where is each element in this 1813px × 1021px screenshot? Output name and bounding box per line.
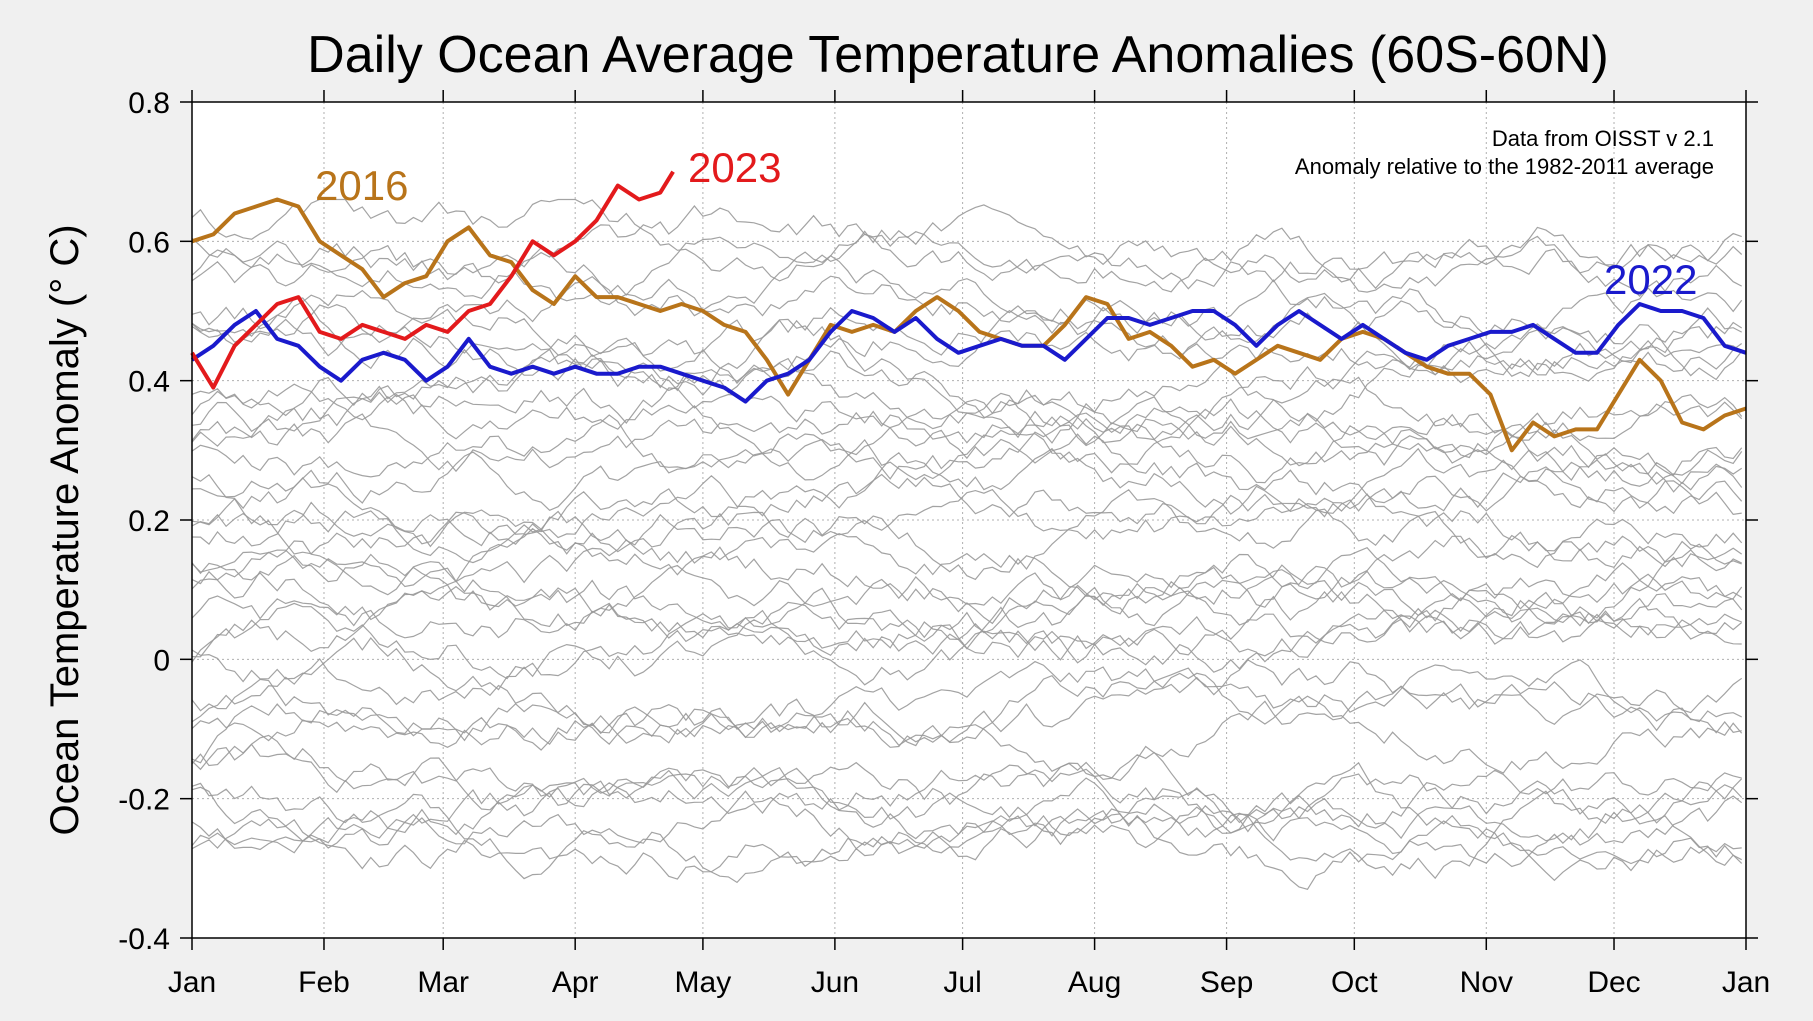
other-year-line <box>191 497 1742 627</box>
x-tick-label: Feb <box>298 966 350 999</box>
other-year-line <box>191 601 1743 692</box>
other-years-lines <box>191 198 1743 890</box>
other-year-line <box>191 473 1743 545</box>
other-year-line <box>191 348 1743 447</box>
other-year-line <box>191 782 1743 880</box>
y-tick-label: 0 <box>153 644 170 677</box>
other-year-line <box>191 414 1743 493</box>
other-year-line <box>191 534 1742 625</box>
x-tick-label: Jul <box>943 966 981 999</box>
x-tick-label: Nov <box>1460 966 1513 999</box>
y-tick-label: 0.6 <box>128 226 170 259</box>
other-year-line <box>191 806 1742 884</box>
other-year-line <box>191 743 1742 834</box>
other-year-line <box>191 198 1743 293</box>
other-year-line <box>191 659 1742 747</box>
other-year-line <box>191 585 1742 686</box>
x-tick-label: Jan <box>168 966 216 999</box>
series-line-2023 <box>190 170 675 390</box>
x-tick-label: Apr <box>552 966 599 999</box>
series-line-2022 <box>190 302 1747 404</box>
other-year-line <box>191 204 1742 300</box>
y-tick-label: 0.4 <box>128 366 170 399</box>
other-year-line <box>191 576 1743 657</box>
x-tick-label: Mar <box>417 966 469 999</box>
series-label-2016: 2016 <box>315 162 408 209</box>
other-year-line <box>191 734 1743 842</box>
other-year-line <box>191 489 1743 599</box>
y-tick-label: 0.8 <box>128 87 170 120</box>
y-tick-label: 0.2 <box>128 505 170 538</box>
other-year-line <box>191 227 1742 297</box>
x-tick-label: May <box>675 966 732 999</box>
other-year-line <box>191 761 1742 865</box>
x-tick-label: Dec <box>1587 966 1640 999</box>
other-year-line <box>191 318 1743 423</box>
other-year-line <box>191 398 1743 485</box>
x-tick-label: Oct <box>1331 966 1378 999</box>
other-year-line <box>191 786 1743 890</box>
other-year-line <box>191 244 1743 382</box>
other-year-line <box>191 251 1743 360</box>
other-year-line <box>191 659 1742 764</box>
other-year-line <box>191 562 1743 639</box>
other-year-line <box>191 447 1742 547</box>
other-year-line <box>191 549 1743 649</box>
x-tick-label: Aug <box>1068 966 1121 999</box>
y-tick-label: -0.2 <box>118 784 170 817</box>
other-year-line <box>191 657 1743 782</box>
other-year-line <box>191 318 1743 435</box>
other-year-line <box>191 383 1743 477</box>
series-line-2016 <box>191 197 1747 453</box>
x-tick-label: Sep <box>1200 966 1253 999</box>
source-note: Data from OISST v 2.1 <box>1492 126 1714 151</box>
x-tick-label: Jun <box>811 966 859 999</box>
highlighted-series <box>190 170 1747 453</box>
other-year-line <box>191 676 1743 774</box>
other-year-line <box>191 767 1743 867</box>
other-year-line <box>191 429 1743 518</box>
y-axis-label: Ocean Temperature Anomaly (° C) <box>43 224 87 835</box>
series-label-2022: 2022 <box>1604 256 1697 303</box>
chart-title: Daily Ocean Average Temperature Anomalie… <box>307 26 1609 84</box>
series-label-2023: 2023 <box>688 144 781 191</box>
grid <box>192 102 1746 938</box>
axis-ticks: 0.8 0.6 0.4 0.2 0 -0.2 -0.4 Jan Feb Mar Apr May Jun J… <box>118 87 1770 999</box>
y-tick-label: -0.4 <box>118 923 170 956</box>
baseline-note: Anomaly relative to the 1982-2011 averag… <box>1295 154 1714 179</box>
x-tick-label: Jan <box>1722 966 1770 999</box>
